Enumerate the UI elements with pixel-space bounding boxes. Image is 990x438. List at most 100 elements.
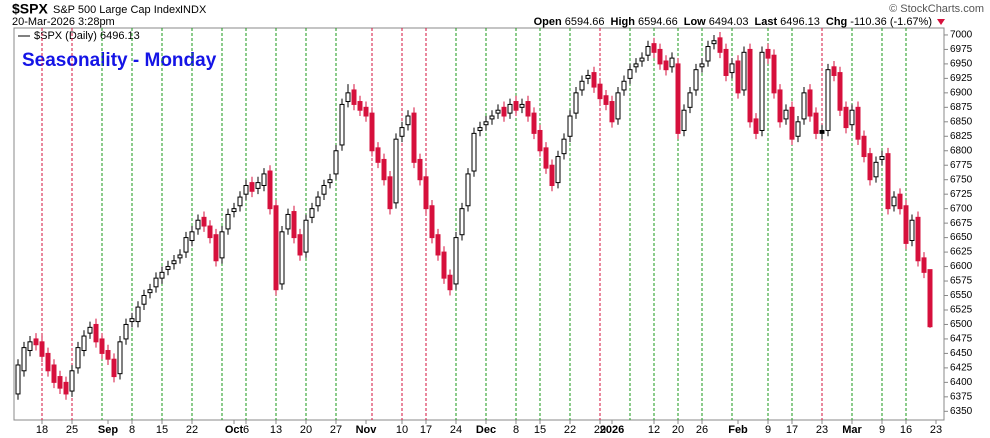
candle-body (747, 48, 753, 123)
candle-body (675, 63, 681, 134)
candle-body (75, 347, 81, 369)
candle-body (393, 138, 399, 204)
candle-body (771, 54, 777, 94)
candle-body (357, 101, 363, 111)
candle-body (327, 179, 333, 184)
candle-body (339, 103, 345, 146)
candle-body (333, 150, 339, 175)
y-tick-label: 6975 (950, 44, 973, 55)
y-tick-label: 6525 (950, 305, 973, 316)
candle-body (603, 95, 609, 105)
candle-body (651, 43, 657, 53)
candle-body (93, 323, 99, 343)
candle-body (255, 182, 261, 189)
candle-body (207, 225, 213, 239)
candle-body (795, 121, 801, 137)
candle-body (435, 234, 441, 256)
candle-body (879, 156, 885, 160)
candle-body (855, 106, 861, 140)
candle-body (831, 66, 837, 76)
candle-body (249, 182, 255, 192)
candle-body (21, 347, 27, 372)
quote-label: High (611, 16, 636, 28)
y-tick-label: 6425 (950, 363, 973, 374)
quote: Open 6594.66 High 6594.66 Low 6494.03 Last 6496… (534, 16, 932, 28)
y-tick-label: 6875 (950, 102, 973, 113)
y-tick-label: 6900 (950, 87, 973, 98)
y-tick-label: 6950 (950, 59, 973, 70)
quote-value: 6594.66 (638, 16, 678, 28)
y-tick-label: 6600 (950, 261, 973, 272)
candle-body (867, 153, 873, 181)
y-tick-label: 6850 (950, 116, 973, 127)
credit: © StockCharts.com (889, 3, 984, 15)
quote-label: Low (684, 16, 706, 28)
candle-body (519, 103, 525, 108)
candle-body (777, 89, 783, 123)
chart-title: Seasonality - Monday (22, 50, 217, 71)
candle-body (765, 48, 771, 59)
y-tick-label: 6575 (950, 276, 973, 287)
candle-body (225, 213, 231, 230)
candle-body (585, 74, 591, 79)
candle-body (699, 63, 705, 68)
candle-body (129, 318, 135, 323)
x-tick-label: Feb (728, 424, 748, 436)
candle-body (615, 92, 621, 120)
candle-body (399, 127, 405, 137)
candle-body (837, 72, 843, 111)
candle-body (783, 109, 789, 120)
candle-body (447, 274, 453, 291)
x-tick-label: 6 (243, 424, 249, 436)
candle-body (885, 153, 891, 210)
candle-body (807, 89, 813, 117)
x-tick-label: 8 (513, 424, 519, 436)
y-tick-label: 6925 (950, 73, 973, 84)
candle-body (369, 112, 375, 152)
plot-frame (13, 27, 945, 421)
candle-body (441, 251, 447, 279)
x-tick-label: 17 (420, 424, 432, 436)
candle-body (417, 158, 423, 181)
x-tick-label: 15 (534, 424, 546, 436)
candle-body (597, 83, 603, 100)
candle-body (639, 57, 645, 62)
candle-body (411, 112, 417, 163)
y-tick-label: 6825 (950, 131, 973, 142)
x-tick-label: 20 (300, 424, 312, 436)
candle-body (471, 132, 477, 172)
candle-body (15, 364, 21, 395)
x-tick-label: 25 (66, 424, 78, 436)
candle-body (483, 121, 489, 126)
candle-body (405, 115, 411, 126)
x-tick-label: 26 (696, 424, 708, 436)
x-tick-label: Mar (842, 424, 862, 436)
candle-body (789, 106, 795, 140)
candle-body (273, 205, 279, 291)
candle-body (537, 129, 543, 152)
candle-body (759, 51, 765, 131)
quote-value: 6496.13 (780, 16, 820, 28)
candle-body (123, 323, 129, 340)
y-tick-label: 6375 (950, 391, 973, 402)
x-tick-label: Sep (98, 424, 118, 436)
candle-body (705, 46, 711, 62)
candle-body (549, 164, 555, 186)
x-tick-label: 20 (672, 424, 684, 436)
candle-body (657, 48, 663, 65)
candle-body (495, 109, 501, 114)
candle-body (297, 234, 303, 256)
legend: $SPX (Daily) 6496.13 (34, 30, 140, 42)
x-tick-label: Oct (225, 424, 244, 436)
y-tick-label: 6700 (950, 203, 973, 214)
y-tick-label: 6675 (950, 218, 973, 229)
y-tick-label: 6725 (950, 189, 973, 200)
candle-body (279, 231, 285, 285)
candle-body (429, 205, 435, 239)
candle-body (51, 364, 57, 383)
candle-body (723, 48, 729, 76)
candle-body (717, 37, 723, 53)
x-tick-label: 24 (450, 424, 462, 436)
candle-body (291, 211, 297, 239)
candle-body (141, 295, 147, 305)
